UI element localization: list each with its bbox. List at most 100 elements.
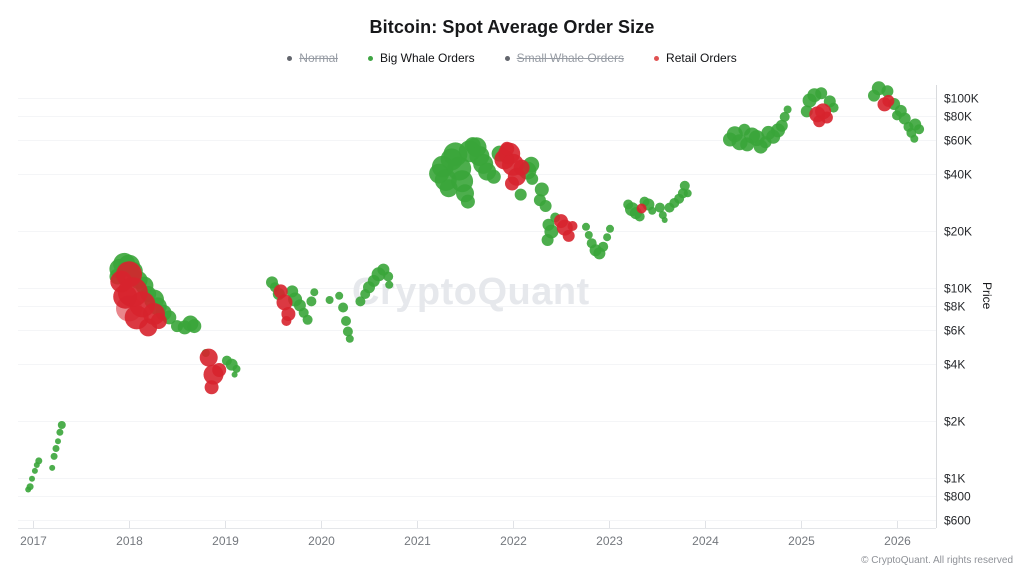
data-point[interactable] <box>212 363 227 377</box>
data-point[interactable] <box>584 231 593 239</box>
data-point[interactable] <box>55 438 61 445</box>
legend-label-retail-orders: Retail Orders <box>666 51 737 65</box>
data-point[interactable] <box>828 102 839 113</box>
data-point[interactable] <box>910 134 919 143</box>
legend-dot-big-whale-orders <box>367 55 373 61</box>
data-point[interactable] <box>52 445 60 452</box>
data-point[interactable] <box>187 319 202 334</box>
data-point[interactable] <box>31 467 38 474</box>
x-tick-label: 2026 <box>884 534 911 548</box>
data-point[interactable] <box>56 428 64 436</box>
data-point[interactable] <box>648 206 657 215</box>
data-point[interactable] <box>383 271 394 282</box>
data-point[interactable] <box>49 464 56 471</box>
legend-dot-small-whale-orders <box>504 55 510 61</box>
data-point[interactable] <box>460 194 475 209</box>
y-tick-label: $60K <box>944 134 972 148</box>
x-tick-label: 2024 <box>692 534 719 548</box>
data-point[interactable] <box>500 141 515 156</box>
data-point[interactable] <box>341 316 351 326</box>
data-point[interactable] <box>567 221 578 231</box>
data-point[interactable] <box>775 119 788 132</box>
data-point[interactable] <box>345 334 354 343</box>
data-point[interactable] <box>150 313 167 329</box>
legend: Normal Big Whale Orders Small Whale Orde… <box>0 50 1024 66</box>
data-point[interactable] <box>199 348 218 367</box>
legend-item-normal[interactable]: Normal <box>287 51 338 65</box>
data-point[interactable] <box>598 241 609 252</box>
data-point[interactable] <box>661 217 668 223</box>
data-point[interactable] <box>335 291 344 300</box>
data-point[interactable] <box>232 364 241 373</box>
data-point[interactable] <box>281 316 292 326</box>
data-point[interactable] <box>306 296 317 307</box>
data-point[interactable] <box>534 182 549 197</box>
y-tick-label: $80K <box>944 110 972 124</box>
data-point[interactable] <box>35 457 43 465</box>
data-point[interactable] <box>514 188 527 201</box>
data-point[interactable] <box>276 294 293 311</box>
data-point[interactable] <box>882 94 895 107</box>
data-point[interactable] <box>355 296 366 307</box>
legend-label-small-whale-orders: Small Whale Orders <box>516 51 625 65</box>
legend-dot-retail-orders <box>654 55 660 61</box>
y-tick-label: $4K <box>944 358 965 372</box>
y-tick-label: $10K <box>944 282 972 296</box>
legend-item-big-whale-orders[interactable]: Big Whale Orders <box>367 51 475 65</box>
data-point[interactable] <box>914 124 925 135</box>
legend-label-normal: Normal <box>299 51 338 65</box>
x-tick-label: 2019 <box>212 534 239 548</box>
data-point[interactable] <box>783 105 792 114</box>
data-point[interactable] <box>562 229 575 242</box>
data-point[interactable] <box>338 302 349 313</box>
data-point[interactable] <box>683 189 692 198</box>
data-point[interactable] <box>779 111 790 122</box>
data-point[interactable] <box>513 159 530 176</box>
data-point[interactable] <box>486 169 501 184</box>
data-point[interactable] <box>815 87 828 100</box>
y-tick-label: $100K <box>944 92 979 106</box>
series-big-whale-orders <box>25 81 925 493</box>
data-point[interactable] <box>898 112 911 125</box>
data-point[interactable] <box>342 326 353 337</box>
data-point[interactable] <box>603 233 612 242</box>
data-point[interactable] <box>820 111 833 124</box>
x-tick-label: 2025 <box>788 534 815 548</box>
x-tick-label: 2023 <box>596 534 623 548</box>
data-point[interactable] <box>505 176 519 191</box>
x-tick-label: 2022 <box>500 534 527 548</box>
legend-item-small-whale-orders[interactable]: Small Whale Orders <box>504 51 625 65</box>
data-point[interactable] <box>881 85 894 98</box>
data-point[interactable] <box>654 202 665 213</box>
data-point[interactable] <box>50 452 58 460</box>
data-point[interactable] <box>325 296 334 304</box>
y-tick-label: $6K <box>944 324 965 338</box>
copyright-text: © CryptoQuant. All rights reserved <box>861 555 1013 566</box>
y-tick-label: $800 <box>944 490 971 504</box>
legend-item-retail-orders[interactable]: Retail Orders <box>654 51 737 65</box>
data-point[interactable] <box>526 172 539 185</box>
data-point[interactable] <box>582 222 590 231</box>
y-tick-label: $8K <box>944 300 965 314</box>
data-point[interactable] <box>541 234 554 246</box>
data-point[interactable] <box>302 314 313 325</box>
data-point[interactable] <box>606 224 614 233</box>
data-point[interactable] <box>679 180 690 191</box>
data-point[interactable] <box>57 421 66 429</box>
data-point[interactable] <box>385 280 394 289</box>
legend-dot-normal <box>287 55 293 61</box>
x-tick-label: 2017 <box>20 534 47 548</box>
data-point[interactable] <box>29 475 35 482</box>
y-tick-label: $600 <box>944 514 971 528</box>
data-point[interactable] <box>310 288 319 297</box>
data-point[interactable] <box>204 380 219 395</box>
data-point[interactable] <box>26 483 34 491</box>
data-point[interactable] <box>231 371 238 378</box>
data-point[interactable] <box>636 203 647 214</box>
data-point[interactable] <box>539 200 552 212</box>
legend-label-big-whale-orders: Big Whale Orders <box>379 51 475 65</box>
data-point[interactable] <box>634 211 645 222</box>
